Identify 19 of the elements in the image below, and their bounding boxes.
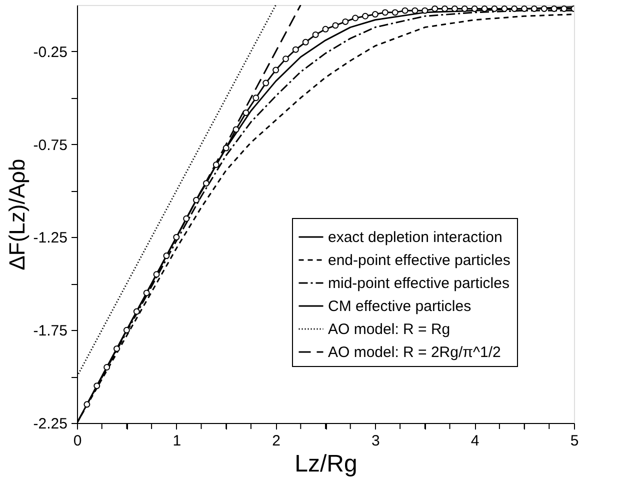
y-axis-title: ΔF(Lz)/Aρb	[4, 158, 30, 270]
y-tick-label: -1.25	[33, 230, 68, 247]
legend-label: end-point effective particles	[328, 252, 510, 269]
y-tick-label: -2.25	[33, 416, 68, 432]
legend-label: AO model: R = Rg	[328, 321, 450, 338]
x-tick-label: 3	[372, 432, 380, 450]
x-axis-title: Lz/Rg	[294, 450, 358, 478]
legend-label: AO model: R = 2Rg/π^1/2	[328, 344, 501, 361]
y-tick-label: -1.75	[33, 322, 68, 340]
legend-label: CM effective particles	[328, 298, 472, 315]
legend-label: mid-point effective particles	[328, 275, 510, 292]
y-tick-label: -0.75	[33, 136, 68, 154]
legend-label: exact depletion interaction	[328, 229, 502, 246]
x-tick-label: 0	[73, 432, 82, 450]
x-tick-label: 1	[172, 432, 182, 450]
y-tick-label: -0.25	[33, 44, 68, 61]
x-tick-label: 4	[470, 432, 480, 450]
x-tick-label: 5	[570, 432, 579, 450]
x-tick-label: 2	[272, 432, 280, 450]
